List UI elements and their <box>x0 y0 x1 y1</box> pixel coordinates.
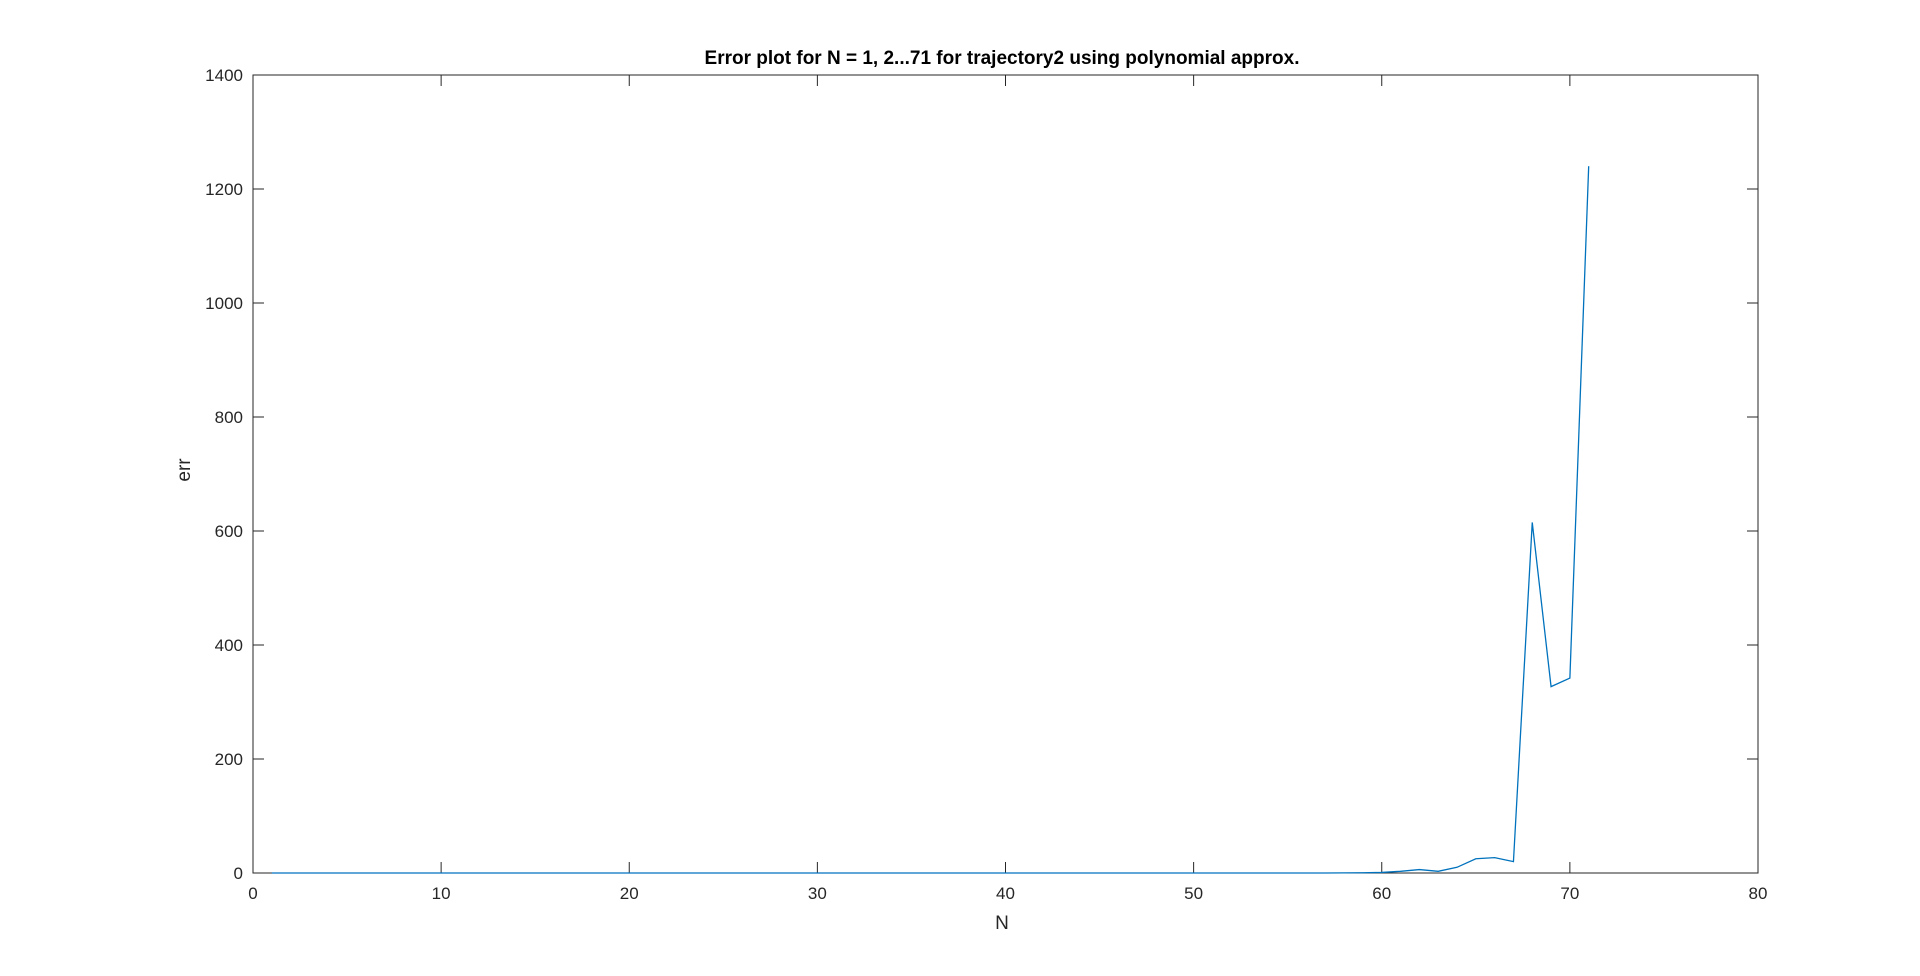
x-axis-label: N <box>995 913 1009 934</box>
y-tick-label: 600 <box>215 522 243 541</box>
x-tick-label: 70 <box>1560 884 1579 903</box>
y-tick-label: 800 <box>215 408 243 427</box>
x-tick-label: 60 <box>1372 884 1391 903</box>
chart-title: Error plot for N = 1, 2...71 for traject… <box>705 48 1300 69</box>
y-tick-label: 1000 <box>205 294 243 313</box>
series-line <box>271 166 1590 874</box>
x-tick-label: 10 <box>432 884 451 903</box>
x-tick-label: 80 <box>1749 884 1768 903</box>
plot-area-frame <box>252 74 1759 874</box>
ticks-layer: 0 10 20 30 40 50 60 70 8002004006008001000120014… <box>205 66 1767 903</box>
x-tick-label: 40 <box>996 884 1015 903</box>
y-axis-label: err <box>174 458 195 482</box>
x-tick-label: 50 <box>1184 884 1203 903</box>
x-tick-label: 30 <box>808 884 827 903</box>
x-tick-label: 0 <box>248 884 257 903</box>
y-tick-label: 1200 <box>205 180 243 199</box>
y-tick-label: 400 <box>215 636 243 655</box>
y-tick-label: 0 <box>234 864 243 883</box>
y-tick-label: 1400 <box>205 66 243 85</box>
y-tick-label: 200 <box>215 750 243 769</box>
x-tick-label: 20 <box>620 884 639 903</box>
